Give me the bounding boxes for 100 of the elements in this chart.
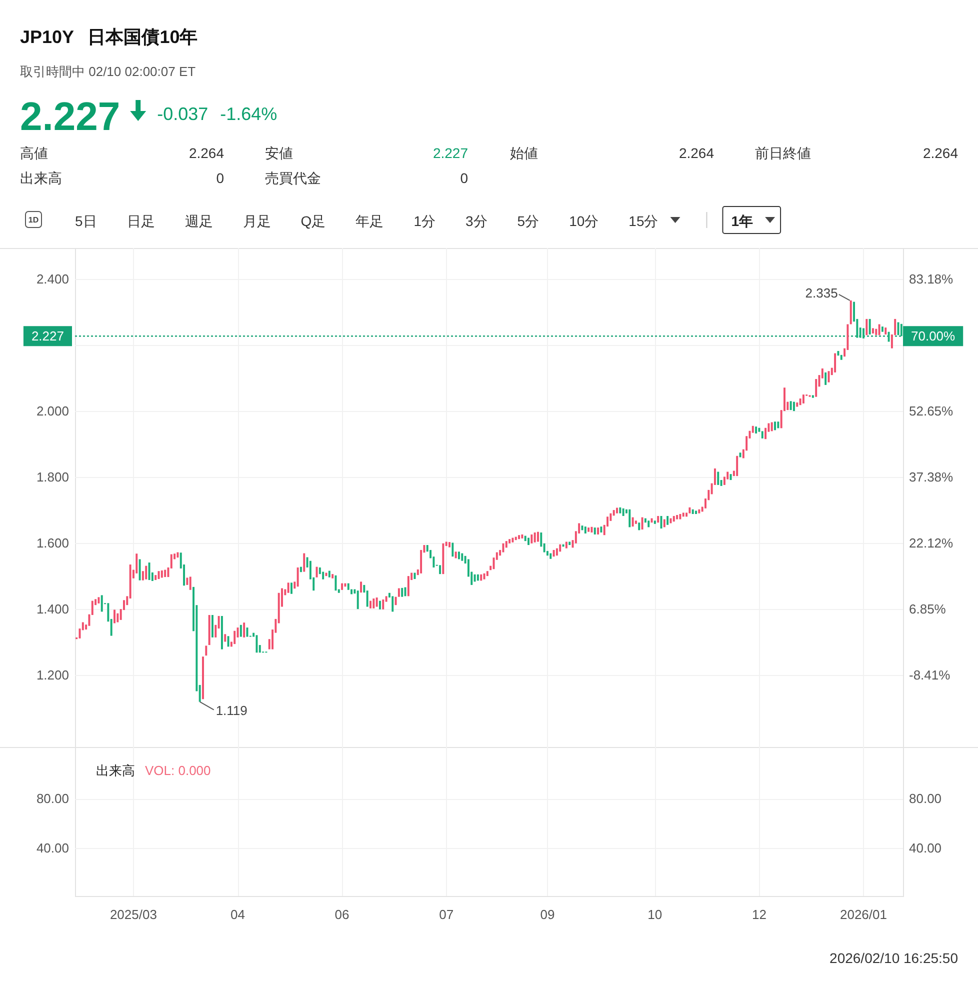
candlestick	[834, 353, 836, 372]
candlestick	[792, 402, 795, 412]
candlestick	[850, 300, 852, 324]
candlestick	[448, 542, 450, 548]
candlestick	[568, 542, 571, 546]
candlestick	[815, 379, 818, 397]
candlestick	[518, 535, 520, 540]
candlestick	[394, 596, 397, 606]
text: 出来高	[20, 170, 62, 186]
candlestick	[666, 516, 669, 525]
candlestick	[868, 318, 871, 334]
text: 10分	[569, 213, 599, 229]
text: 2.264	[188, 145, 224, 161]
y-tick-label: 1.600	[36, 536, 69, 551]
candlestick	[866, 318, 868, 336]
candlestick	[243, 622, 246, 638]
candlestick	[138, 559, 141, 580]
candlestick	[692, 509, 694, 514]
candlestick	[812, 395, 814, 398]
candlestick	[208, 614, 210, 646]
candlestick	[663, 519, 666, 528]
candlestick	[594, 528, 596, 534]
annotation: 1.119	[216, 702, 248, 718]
text: 売買代金	[265, 170, 321, 186]
candlestick	[458, 552, 460, 560]
candlestick	[824, 372, 827, 385]
text: 1D	[28, 216, 39, 224]
y-tick-label: 2.000	[36, 404, 69, 419]
candlestick	[392, 596, 394, 612]
text: 0	[460, 170, 468, 186]
candlestick	[508, 539, 511, 544]
candlestick	[296, 567, 299, 587]
text: JP10Y 日本国債10年	[20, 27, 198, 47]
text: 70.00%	[911, 328, 956, 344]
candlestick	[534, 532, 536, 542]
candlestick	[672, 516, 675, 522]
text: -1.64%	[220, 104, 278, 124]
candlestick	[688, 507, 691, 514]
candlestick	[619, 507, 622, 514]
candlestick	[872, 328, 874, 334]
candlestick	[777, 422, 780, 428]
text: 5日	[75, 213, 97, 229]
candlestick	[344, 583, 346, 587]
y2-tick-label: 22.12%	[909, 536, 954, 551]
candlestick	[584, 526, 586, 534]
text: 前日終値	[755, 145, 811, 161]
candlestick	[514, 536, 517, 540]
candlestick	[401, 588, 404, 597]
y-tick-label: 80.00	[36, 791, 69, 806]
y2-tick-label: -8.41%	[909, 668, 951, 683]
candlestick	[682, 512, 684, 517]
candlestick	[370, 600, 372, 608]
candlestick	[878, 324, 880, 336]
y-tick-label: 1.800	[36, 470, 69, 485]
candlestick	[632, 517, 634, 527]
candlestick	[356, 590, 359, 610]
text: 3分	[465, 213, 488, 229]
candlestick	[888, 332, 890, 342]
candlestick	[679, 514, 682, 520]
candlestick	[588, 528, 590, 532]
candlestick	[695, 510, 697, 514]
text: 2.264	[922, 145, 958, 161]
x-tick-label: 07	[439, 907, 454, 922]
candlestick	[644, 518, 646, 523]
candlestick	[160, 570, 163, 578]
text: 出来高	[96, 763, 135, 778]
candlestick	[372, 598, 375, 608]
candlestick	[770, 422, 773, 432]
x-tick-label: 04	[230, 907, 245, 922]
y2-tick-label: 40.00	[909, 840, 942, 856]
x-tick-label: 10	[648, 907, 662, 922]
candlestick	[502, 543, 504, 552]
y2-tick-label: 80.00	[909, 791, 942, 806]
candlestick	[755, 426, 758, 434]
text: 週足	[184, 213, 213, 229]
y2-tick-label: 37.38%	[909, 470, 954, 485]
text: 高値	[20, 145, 48, 161]
candlestick	[521, 534, 524, 538]
text: 2.227	[432, 145, 468, 161]
candlestick	[862, 328, 864, 338]
candlestick	[322, 572, 324, 580]
candlestick	[900, 324, 902, 336]
text: 取引時間中 02/10 02:00:07 ET	[20, 64, 196, 79]
candlestick	[884, 328, 887, 334]
candlestick	[476, 574, 479, 581]
candlestick	[556, 548, 558, 556]
candlestick	[442, 543, 444, 574]
candlestick	[100, 595, 103, 612]
candlestick	[654, 520, 656, 524]
candlestick	[341, 583, 344, 590]
candlestick	[407, 576, 410, 596]
candlestick	[559, 544, 562, 552]
candlestick	[211, 614, 214, 638]
candlestick	[638, 522, 640, 530]
candlestick	[116, 613, 119, 622]
candlestick	[164, 570, 166, 578]
text: 15分	[628, 213, 658, 229]
candlestick	[528, 538, 530, 546]
annotation: VOL: 0.000	[145, 763, 211, 778]
candlestick	[774, 422, 776, 430]
